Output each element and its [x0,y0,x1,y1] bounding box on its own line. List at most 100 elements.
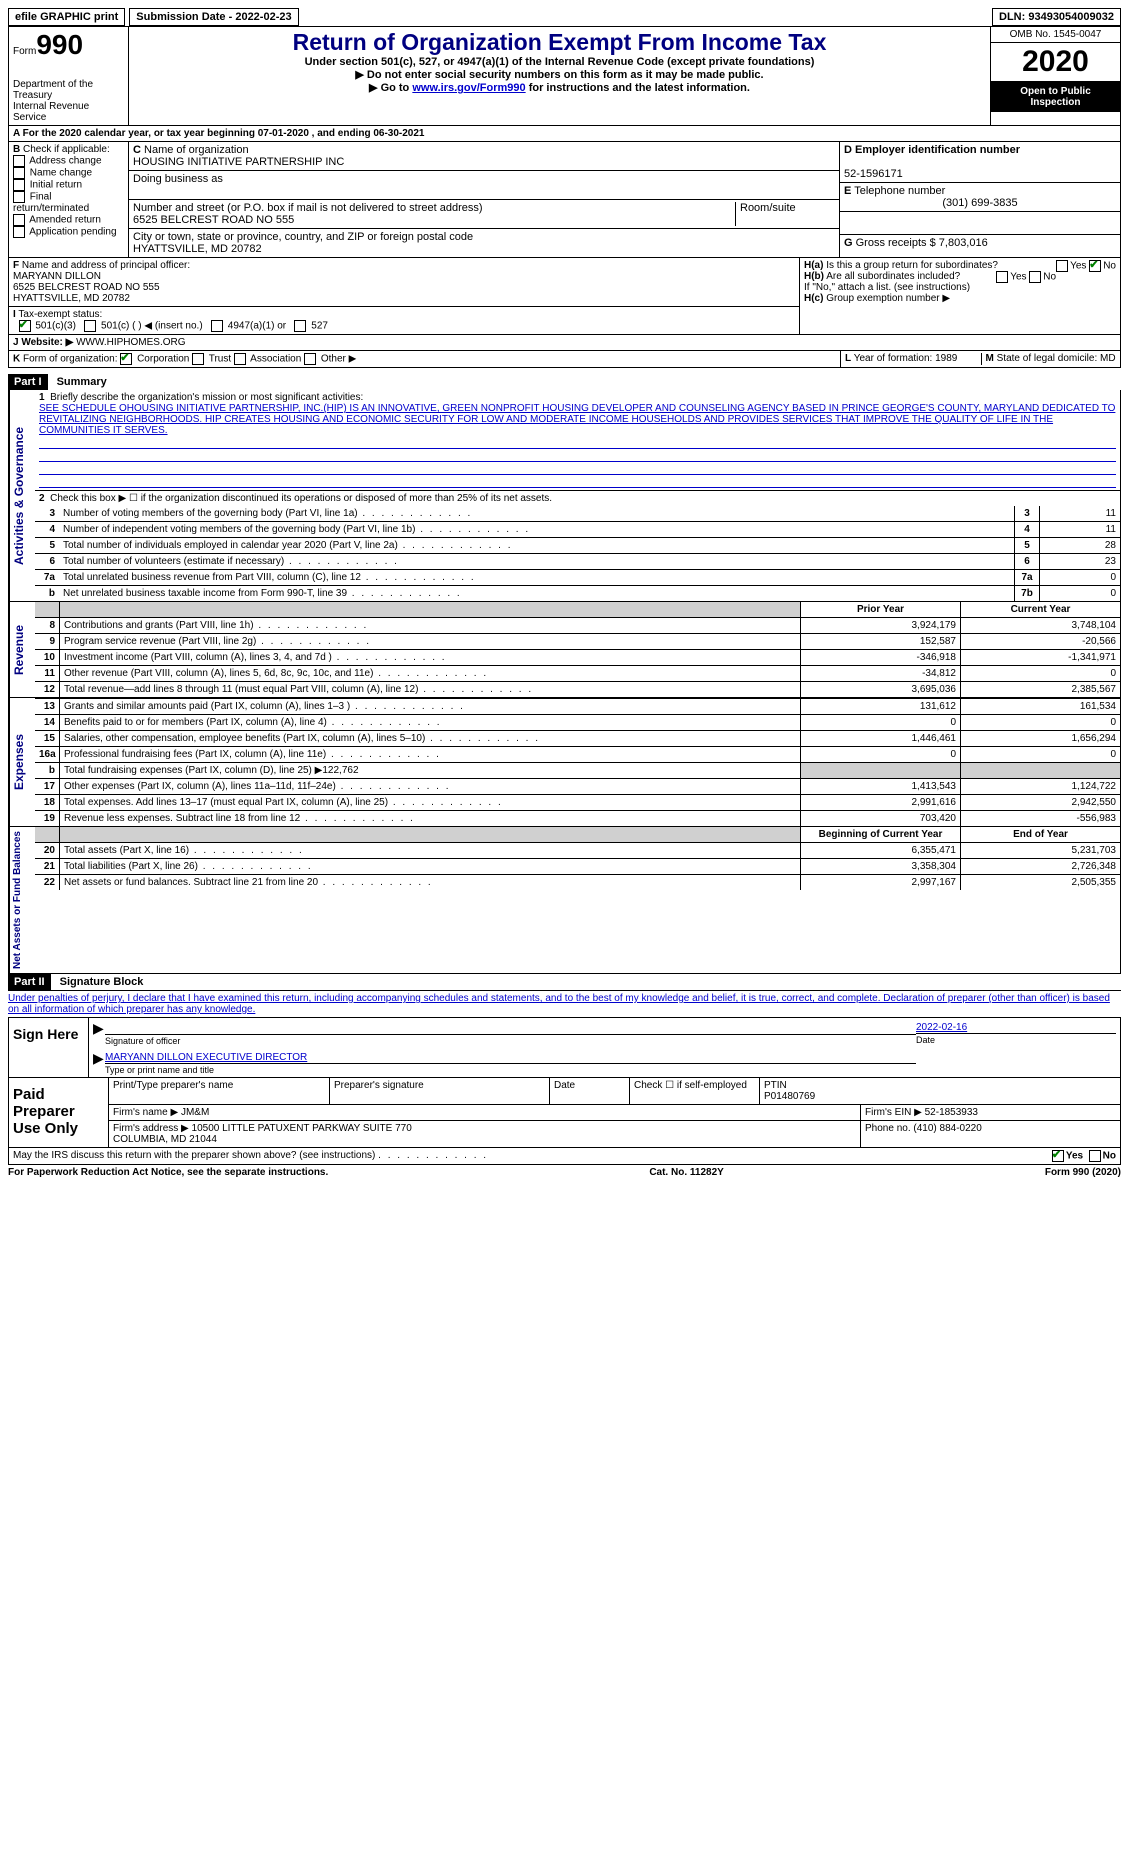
arrow-icon: ▶ [93,1050,105,1075]
fin-row: 22Net assets or fund balances. Subtract … [35,874,1120,890]
form-header: Form990 Department of the Treasury Inter… [8,26,1121,126]
k-association[interactable] [234,353,246,365]
ha-yes[interactable] [1056,260,1068,272]
i-tax-exempt: I Tax-exempt status: 501(c)(3) 501(c) ( … [9,306,799,334]
discuss-no[interactable] [1089,1150,1101,1162]
page-footer: For Paperwork Reduction Act Notice, see … [8,1165,1121,1180]
fin-row: 11Other revenue (Part VIII, column (A), … [35,665,1120,681]
checkbox-application-pending[interactable] [13,226,25,238]
ein: 52-1596171 [844,168,903,180]
firm-name-row: Firm's name ▶ JM&M Firm's EIN ▶ 52-18539… [109,1104,1120,1120]
instructions-link-row: ▶ Go to www.irs.gov/Form990 for instruct… [133,81,986,94]
hb-no[interactable] [1029,271,1041,283]
ssn-warning: ▶ Do not enter social security numbers o… [133,68,986,81]
vert-activities: Activities & Governance [9,390,35,601]
f-i-column: F Name and address of principal officer:… [9,258,800,334]
gross-receipts: 7,803,016 [939,237,988,249]
form-number: 990 [36,29,83,60]
vert-net-assets: Net Assets or Fund Balances [9,827,35,973]
fin-row: 20Total assets (Part X, line 16)6,355,47… [35,842,1120,858]
form-subtitle: Under section 501(c), 527, or 4947(a)(1)… [133,56,986,68]
submission-date: Submission Date - 2022-02-23 [129,8,298,26]
b-column: B Check if applicable: Address change Na… [9,142,129,257]
activities-governance: Activities & Governance 1 Briefly descri… [8,390,1121,602]
fin-row: 17Other expenses (Part IX, column (A), l… [35,778,1120,794]
checkbox-4947[interactable] [211,320,223,332]
k-corporation[interactable] [120,353,132,365]
form-title: Return of Organization Exempt From Incom… [133,29,986,56]
firm-phone: (410) 884-0220 [913,1123,981,1134]
city-state-zip: HYATTSVILLE, MD 20782 [133,243,262,255]
preparer-row1: Print/Type preparer's name Preparer's si… [109,1078,1120,1104]
a-line: A For the 2020 calendar year, or tax yea… [8,126,1121,142]
website-url: WWW.HIPHOMES.ORG [76,337,185,348]
form-ref: Form 990 (2020) [1045,1167,1121,1178]
efile-label: efile GRAPHIC print [8,8,125,26]
fin-row: 21Total liabilities (Part X, line 26)3,3… [35,858,1120,874]
header-left: Form990 Department of the Treasury Inter… [9,27,129,125]
checkbox-527[interactable] [294,320,306,332]
ptin: P01480769 [764,1091,815,1102]
street-row: Number and street (or P.O. box if mail i… [129,199,839,228]
dept-treasury: Department of the Treasury [13,79,124,101]
checkbox-address-change[interactable] [13,155,25,167]
part2-header: Part II [8,974,51,990]
part1-header: Part I [8,374,48,390]
k-trust[interactable] [192,353,204,365]
line1-mission: 1 Briefly describe the organization's mi… [35,390,1120,490]
checkbox-501c[interactable] [84,320,96,332]
part1-title: Summary [51,374,113,390]
checkbox-initial-return[interactable] [13,179,25,191]
arrow-icon: ▶ [93,1020,105,1046]
header-center: Return of Organization Exempt From Incom… [129,27,990,125]
checkbox-final-return[interactable] [13,191,25,203]
klm-row: K Form of organization: Corporation Trus… [8,351,1121,368]
sign-here-label: Sign Here [9,1018,89,1077]
sig-officer-label: Signature of officer [105,1034,916,1046]
c-column: C Name of organization HOUSING INITIATIV… [129,142,840,257]
header-right: OMB No. 1545-0047 2020 Open to Public In… [990,27,1120,125]
open-inspection: Open to Public Inspection [991,82,1120,112]
hb-yes[interactable] [996,271,1008,283]
dln: DLN: 93493054009032 [992,8,1121,26]
gov-row: 5Total number of individuals employed in… [35,537,1120,553]
section-bcdefg: B Check if applicable: Address change Na… [8,142,1121,258]
dba-row: Doing business as [129,170,839,199]
firm-address-row: Firm's address ▶ 10500 LITTLE PATUXENT P… [109,1120,1120,1147]
officer-name: MARYANN DILLON [13,271,101,282]
vert-revenue: Revenue [9,602,35,697]
org-name: HOUSING INITIATIVE PARTNERSHIP INC [133,156,344,168]
discuss-row: May the IRS discuss this return with the… [8,1148,1121,1165]
fin-row: 16aProfessional fundraising fees (Part I… [35,746,1120,762]
h-column: H(a) Is this a group return for subordin… [800,258,1120,334]
checkbox-name-change[interactable] [13,167,25,179]
fin-row: 15Salaries, other compensation, employee… [35,730,1120,746]
city-row: City or town, state or province, country… [129,228,839,257]
gov-row: 4Number of independent voting members of… [35,521,1120,537]
defg-column: D Employer identification number 52-1596… [840,142,1120,257]
checkbox-amended[interactable] [13,214,25,226]
fin-row: 12Total revenue—add lines 8 through 11 (… [35,681,1120,697]
officer-name-title: MARYANN DILLON EXECUTIVE DIRECTOR [105,1052,307,1063]
fin-row: 10Investment income (Part VIII, column (… [35,649,1120,665]
sig-date: 2022-02-16 [916,1022,967,1033]
discuss-yes[interactable] [1052,1150,1064,1162]
fin-row: 9Program service revenue (Part VIII, lin… [35,633,1120,649]
section-fhi: F Name and address of principal officer:… [8,258,1121,335]
line2: 2 Check this box ▶ ☐ if the organization… [35,490,1120,506]
state-domicile: MD [1100,353,1116,364]
gov-row: 6Total number of volunteers (estimate if… [35,553,1120,569]
vert-expenses: Expenses [9,698,35,826]
paperwork-notice: For Paperwork Reduction Act Notice, see … [8,1167,328,1178]
instructions-link[interactable]: www.irs.gov/Form990 [412,82,525,94]
fin-row: 19Revenue less expenses. Subtract line 1… [35,810,1120,826]
paid-preparer-block: Paid Preparer Use Only Print/Type prepar… [8,1078,1121,1148]
net-assets-section: Net Assets or Fund Balances Beginning of… [8,827,1121,974]
checkbox-501c3[interactable] [19,320,31,332]
net-header: Beginning of Current Year End of Year [35,827,1120,842]
name-title-label: Type or print name and title [105,1063,916,1075]
irs-label: Internal Revenue Service [13,101,124,123]
telephone: (301) 699-3835 [844,197,1116,209]
ha-no[interactable] [1089,260,1101,272]
k-other[interactable] [304,353,316,365]
